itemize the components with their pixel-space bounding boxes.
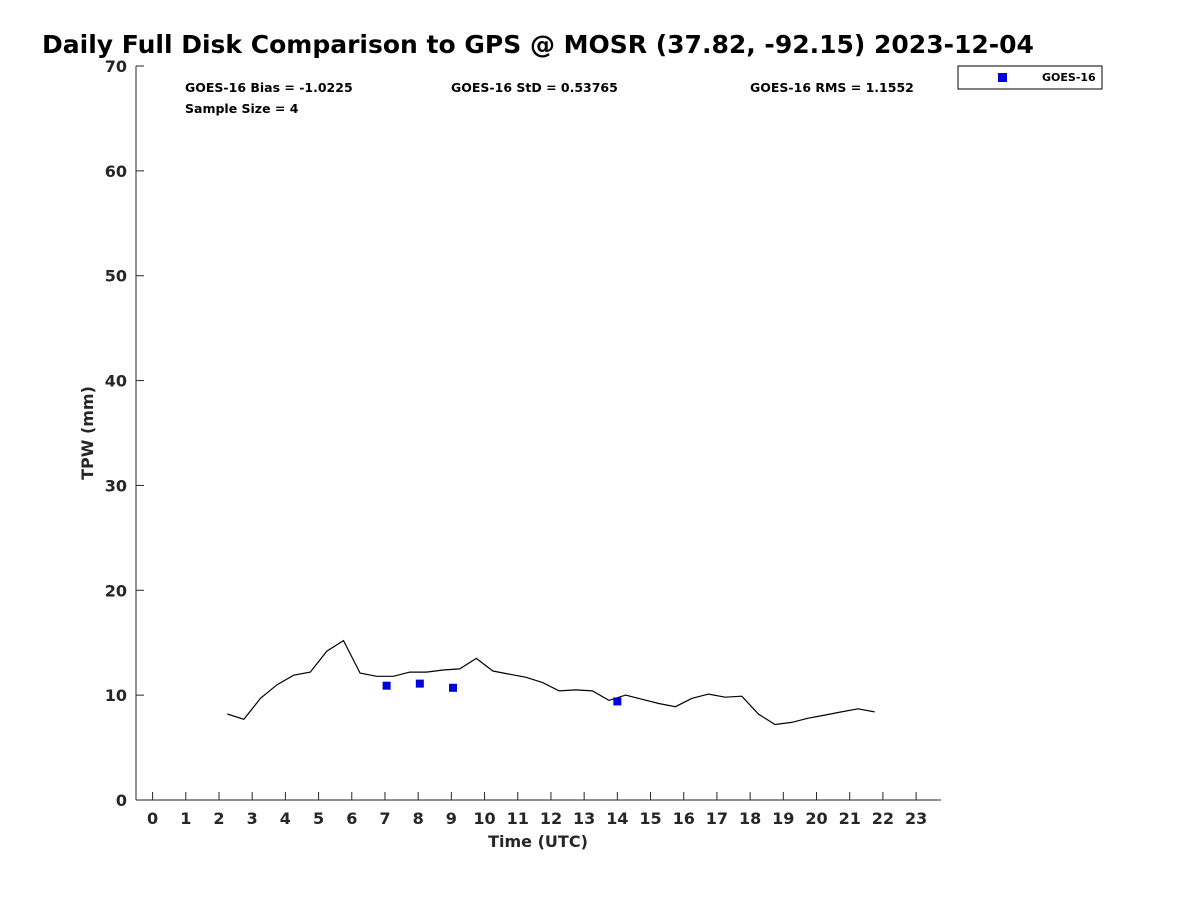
plot-series xyxy=(227,639,875,726)
legend-box xyxy=(957,65,1103,90)
x-tick-label: 5 xyxy=(313,809,324,828)
chart-title: Daily Full Disk Comparison to GPS @ MOSR… xyxy=(42,30,1034,59)
goes16-data-point xyxy=(382,681,391,690)
x-tick-label: 2 xyxy=(213,809,224,828)
legend: GOES-16 xyxy=(957,65,1103,90)
x-tick-label: 18 xyxy=(739,809,761,828)
y-tick-label: 30 xyxy=(105,476,127,495)
x-tick-label: 10 xyxy=(473,809,495,828)
legend-marker-goes16 xyxy=(998,73,1007,82)
rms-stat: GOES-16 RMS = 1.1552 xyxy=(750,80,914,95)
goes16-data-point xyxy=(415,679,424,688)
x-tick-label: 3 xyxy=(247,809,258,828)
x-tick-label: 22 xyxy=(872,809,894,828)
goes16-data-point xyxy=(449,683,458,692)
bias-stat: GOES-16 Bias = -1.0225 xyxy=(185,80,353,95)
x-tick-label: 11 xyxy=(507,809,529,828)
sample-size-stat: Sample Size = 4 xyxy=(185,101,299,116)
std-stat: GOES-16 StD = 0.53765 xyxy=(451,80,618,95)
y-tick-label: 0 xyxy=(116,791,127,810)
x-tick-label: 20 xyxy=(805,809,827,828)
x-tick-label: 12 xyxy=(540,809,562,828)
x-tick-label: 1 xyxy=(180,809,191,828)
legend-label-goes16: GOES-16 xyxy=(1042,71,1096,84)
x-tick-label: 16 xyxy=(673,809,695,828)
x-tick-label: 0 xyxy=(147,809,158,828)
x-tick-label: 8 xyxy=(413,809,424,828)
x-tick-label: 21 xyxy=(839,809,861,828)
y-tick-label: 40 xyxy=(105,372,127,391)
x-tick-label: 7 xyxy=(379,809,390,828)
x-tick-label: 14 xyxy=(606,809,628,828)
axes xyxy=(135,66,941,801)
y-tick-label: 20 xyxy=(105,581,127,600)
goes16-data-point xyxy=(613,697,622,706)
y-tick-label: 60 xyxy=(105,162,127,181)
x-tick-label: 9 xyxy=(446,809,457,828)
y-axis-ticks: 0 10 20 30 40 50 60 70 xyxy=(105,57,144,810)
gps-tpw-line xyxy=(227,639,875,726)
y-tick-label: 70 xyxy=(105,57,127,76)
x-axis-ticks: 0 1 2 3 4 5 6 7 8 9 10 11 12 13 14 15 16 17 18 19 20 21 22 23 xyxy=(147,792,927,828)
x-tick-label: 19 xyxy=(772,809,794,828)
y-tick-label: 10 xyxy=(105,686,127,705)
x-tick-label: 6 xyxy=(346,809,357,828)
x-tick-label: 23 xyxy=(905,809,927,828)
x-tick-label: 13 xyxy=(573,809,595,828)
x-tick-label: 15 xyxy=(639,809,661,828)
x-axis-label: Time (UTC) xyxy=(488,832,588,851)
x-tick-label: 4 xyxy=(280,809,291,828)
y-tick-label: 50 xyxy=(105,267,127,286)
x-tick-label: 17 xyxy=(706,809,728,828)
y-axis-label: TPW (mm) xyxy=(78,386,97,480)
